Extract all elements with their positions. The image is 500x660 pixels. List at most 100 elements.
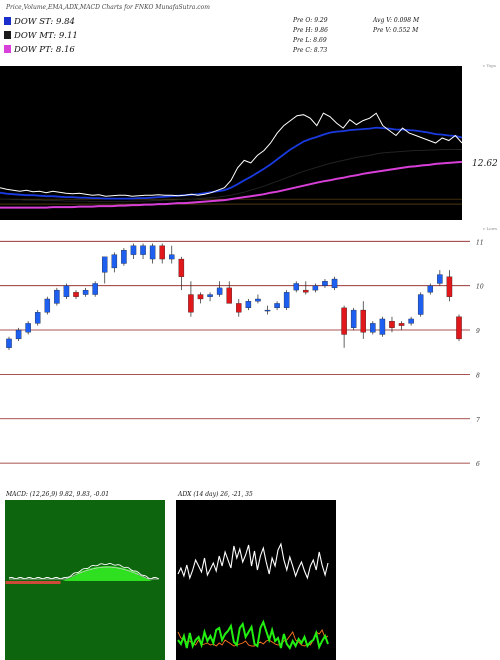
ema-series-ema-mid [0, 149, 462, 203]
candle-body [370, 323, 376, 333]
candle-body [255, 298, 261, 302]
ema-panel: c Tops 12.62 [0, 63, 498, 220]
candle-body [226, 287, 232, 304]
price-candle [350, 307, 357, 331]
price-tick-label: 7 [476, 417, 480, 424]
ema-right-label: 12.62 [472, 159, 498, 169]
candle-body [6, 338, 12, 348]
price-candle [6, 336, 12, 350]
candle-body [398, 323, 405, 326]
price-candle [207, 292, 213, 302]
candle-body [322, 281, 328, 286]
stat-pre-close: Pre C: 8.73 [292, 47, 327, 54]
price-candle [149, 243, 156, 264]
candle-body [341, 307, 347, 335]
price-candle [92, 281, 98, 297]
price-candle [398, 321, 405, 331]
ema-panel-bg [0, 66, 462, 220]
candle-body [264, 309, 271, 312]
stat-pre-high: Pre H: 9.86 [292, 27, 328, 34]
candle-body [389, 321, 395, 328]
legend-mt-label: DOW MT: 9.11 [13, 31, 78, 41]
candle-body [274, 303, 280, 309]
candle-body [216, 287, 223, 295]
candle-body [293, 283, 299, 291]
candle-body [350, 309, 357, 328]
price-candle [82, 287, 89, 297]
price-tick-label: 9 [476, 328, 480, 335]
ema-corner-label: c Tops [483, 63, 496, 68]
price-candle [34, 310, 41, 326]
candle-body [73, 292, 79, 297]
price-tick-label: 10 [476, 284, 484, 291]
price-candle [44, 296, 51, 315]
candle-body [446, 276, 453, 297]
candle-body [25, 323, 31, 333]
candle-body [245, 301, 252, 309]
price-candle [312, 283, 319, 293]
price-candle [341, 305, 347, 348]
candle-body [236, 303, 242, 313]
price-candle [236, 298, 242, 317]
price-candle [111, 252, 118, 273]
candle-body [92, 283, 98, 295]
adx-panel: ADX (14 day) 26, -21, 35 [176, 491, 336, 660]
legend-st-label: DOW ST: 9.84 [13, 17, 75, 27]
price-candle [255, 294, 261, 304]
price-candle [264, 305, 271, 315]
candle-body [121, 250, 127, 264]
candle-body [331, 278, 338, 289]
macd-signal-line [9, 566, 159, 580]
candle-body [169, 254, 175, 260]
candle-body [15, 329, 22, 340]
candle-body [360, 309, 367, 333]
adx-panel-bg [176, 500, 336, 660]
candle-body [63, 285, 70, 297]
legend-swatch-st [4, 17, 11, 25]
ema-series-ema-fast [0, 126, 463, 200]
price-candle [159, 243, 165, 264]
candle-body [159, 245, 165, 260]
price-candle [73, 290, 79, 299]
stat-avg-volume: Avg V: 0.098 M [372, 17, 420, 24]
price-stats: Pre O: 9.29 Pre H: 9.86 Pre L: 8.69 Pre … [292, 17, 420, 54]
macd-content [5, 563, 160, 584]
candle-body [101, 256, 108, 273]
price-grid: 11 10 9 8 7 6 [0, 239, 484, 468]
ema-lines [0, 112, 463, 209]
price-candle [169, 245, 175, 264]
price-candle [178, 256, 185, 291]
stat-pre-open: Pre O: 9.29 [292, 17, 328, 24]
legend-swatch-mt [4, 31, 11, 39]
candle-body [427, 285, 434, 293]
price-candle [101, 256, 108, 284]
price-candles [6, 243, 462, 350]
price-corner-label: c Lows [483, 226, 497, 231]
candle-body [303, 289, 309, 293]
candle-body [437, 274, 443, 284]
chart-header: Price,Volume,EMA,ADX,MACD Charts for FNK… [5, 4, 210, 11]
adx-plus-di-line [177, 619, 329, 651]
price-candle [379, 316, 386, 337]
price-candle [293, 281, 299, 293]
ema-series-ema-slow [0, 160, 463, 209]
price-tick-label: 8 [476, 372, 480, 379]
price-candle [197, 292, 204, 304]
candle-body [417, 294, 424, 315]
candle-body [130, 245, 137, 255]
price-candle [274, 301, 280, 311]
price-tick-label: 6 [476, 461, 480, 468]
adx-minus-di-line [177, 629, 329, 647]
price-candle [417, 292, 424, 317]
candle-body [207, 294, 213, 297]
price-candle [427, 283, 434, 295]
price-candle [188, 281, 194, 317]
macd-panel: MACD: (12,26,9) 9.82, 9.83, -0.01 [5, 491, 165, 660]
legend-pt-label: DOW PT: 8.16 [13, 45, 75, 55]
price-panel: c Lows 11 10 9 8 7 6 [0, 226, 497, 468]
price-candle [63, 283, 70, 299]
stat-pre-volume: Pre V: 0.552 M [372, 27, 419, 34]
price-candle [389, 316, 395, 333]
price-candle [303, 281, 309, 295]
